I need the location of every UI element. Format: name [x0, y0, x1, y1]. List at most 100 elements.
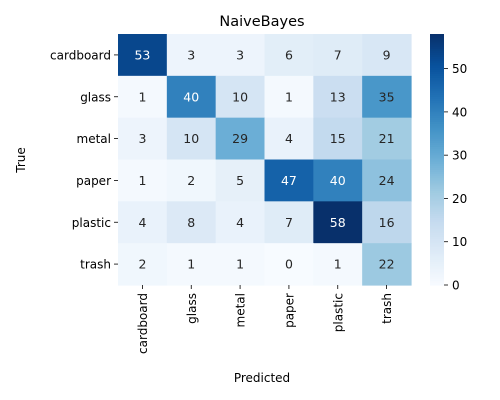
colorbar-segment: [430, 128, 444, 131]
heatmap-cell: [215, 159, 266, 202]
cell-value-label: 8: [187, 215, 195, 230]
colorbar-segment: [430, 132, 444, 135]
colorbar-segment: [430, 48, 444, 52]
heatmap-cell: [215, 34, 266, 77]
colorbar-segment: [430, 130, 444, 133]
colorbar-segment: [430, 138, 444, 142]
x-axis: cardboard glass metal paper plastic trash: [136, 285, 394, 354]
y-axis-label: True: [14, 147, 28, 174]
colorbar-segment: [430, 44, 444, 48]
colorbar-segment: [430, 257, 444, 261]
heatmap-cell: [118, 243, 168, 286]
colorbar-segment: [430, 96, 444, 100]
cell-value-label: 4: [138, 215, 146, 230]
cell-value-label: 40: [183, 89, 199, 104]
cell-value-label: 4: [236, 215, 244, 230]
cell-value-label: 10: [183, 131, 199, 146]
cell-value-label: 22: [379, 257, 395, 272]
colorbar-segment: [430, 57, 444, 60]
heatmap-cell: [264, 243, 314, 286]
heatmap-cell: [264, 75, 314, 119]
colorbar-segment: [430, 230, 444, 234]
colorbar-segment: [430, 195, 444, 198]
colorbar-segment: [430, 155, 444, 159]
heatmap-cell: [313, 75, 363, 119]
colorbar-segment: [430, 192, 444, 196]
colorbar: 0 10 20 30 40 50: [430, 34, 467, 293]
colorbar-segment: [430, 203, 444, 207]
colorbar-segment: [430, 157, 444, 161]
colorbar-segment: [430, 52, 444, 56]
heatmap-cell: [118, 159, 168, 202]
cell-value-label: 2: [187, 173, 195, 188]
colorbar-segment: [430, 163, 444, 167]
colorbar-segment: [430, 82, 444, 85]
colorbar-segment: [430, 259, 444, 263]
colorbar-segment: [430, 126, 444, 129]
heatmap-cell: [166, 75, 217, 119]
heatmap-cell: [118, 34, 168, 77]
heatmap-cell: [362, 117, 412, 161]
cell-value-label: 3: [138, 131, 146, 146]
colorbar-segment: [430, 276, 444, 280]
heatmap-cell: [264, 117, 314, 161]
heatmap-cell: [362, 159, 412, 202]
colorbar-segment: [430, 266, 444, 269]
cell-value-label: 1: [138, 89, 146, 104]
cell-value-label: 4: [285, 131, 293, 146]
colorbar-segment: [430, 209, 444, 213]
cell-value-label: 1: [236, 257, 244, 272]
colorbar-segment: [430, 42, 444, 46]
colorbar-segment: [430, 243, 444, 246]
colorbar-tick-label: 10: [452, 235, 467, 249]
colorbar-segment: [430, 88, 444, 92]
heatmap-cell: [264, 159, 314, 202]
colorbar-segment: [430, 111, 444, 115]
heatmap-cell: [313, 243, 363, 286]
cell-value-label: 1: [187, 257, 195, 272]
cell-value-label: 53: [134, 47, 150, 62]
colorbar-segment: [430, 151, 444, 154]
x-tick-label: metal: [234, 293, 248, 327]
heatmap-cell: [166, 159, 217, 202]
colorbar-segment: [430, 161, 444, 165]
colorbar-segment: [430, 86, 444, 89]
colorbar-segment: [430, 274, 444, 278]
colorbar-segment: [430, 255, 444, 259]
colorbar-segment: [430, 80, 444, 83]
colorbar-segment: [430, 218, 444, 221]
colorbar-segment: [430, 190, 444, 194]
colorbar-segment: [430, 232, 444, 236]
heatmap-cell: [313, 34, 363, 77]
colorbar-segment: [430, 38, 444, 41]
colorbar-segment: [430, 92, 444, 96]
colorbar-segment: [430, 180, 444, 184]
colorbar-segment: [430, 270, 444, 274]
cell-value-label: 3: [236, 47, 244, 62]
colorbar-segment: [430, 117, 444, 121]
heatmap-cell: [118, 117, 168, 161]
colorbar-segment: [430, 115, 444, 119]
colorbar-segment: [430, 146, 444, 150]
colorbar-segment: [430, 36, 444, 39]
cell-value-label: 16: [379, 215, 395, 230]
x-tick-label: cardboard: [136, 293, 150, 354]
colorbar-segment: [430, 222, 444, 225]
colorbar-segment: [430, 224, 444, 228]
y-axis: cardboard glass metal paper plastic trash: [50, 48, 118, 272]
heatmap-cell: [118, 201, 168, 244]
y-tick-label: metal: [77, 132, 111, 146]
cell-value-label: 0: [285, 257, 293, 272]
cell-value-label: 21: [379, 131, 395, 146]
y-tick-label: plastic: [72, 216, 111, 230]
colorbar-tick-label: 40: [452, 105, 467, 119]
heatmap-cell: [215, 201, 266, 244]
colorbar-segment: [430, 34, 444, 37]
cell-value-label: 1: [138, 173, 146, 188]
cell-value-label: 1: [334, 257, 342, 272]
colorbar-segment: [430, 59, 444, 62]
colorbar-segment: [430, 165, 444, 169]
y-tick-label: paper: [76, 174, 111, 188]
cell-value-label: 10: [232, 89, 248, 104]
colorbar-segment: [430, 226, 444, 230]
